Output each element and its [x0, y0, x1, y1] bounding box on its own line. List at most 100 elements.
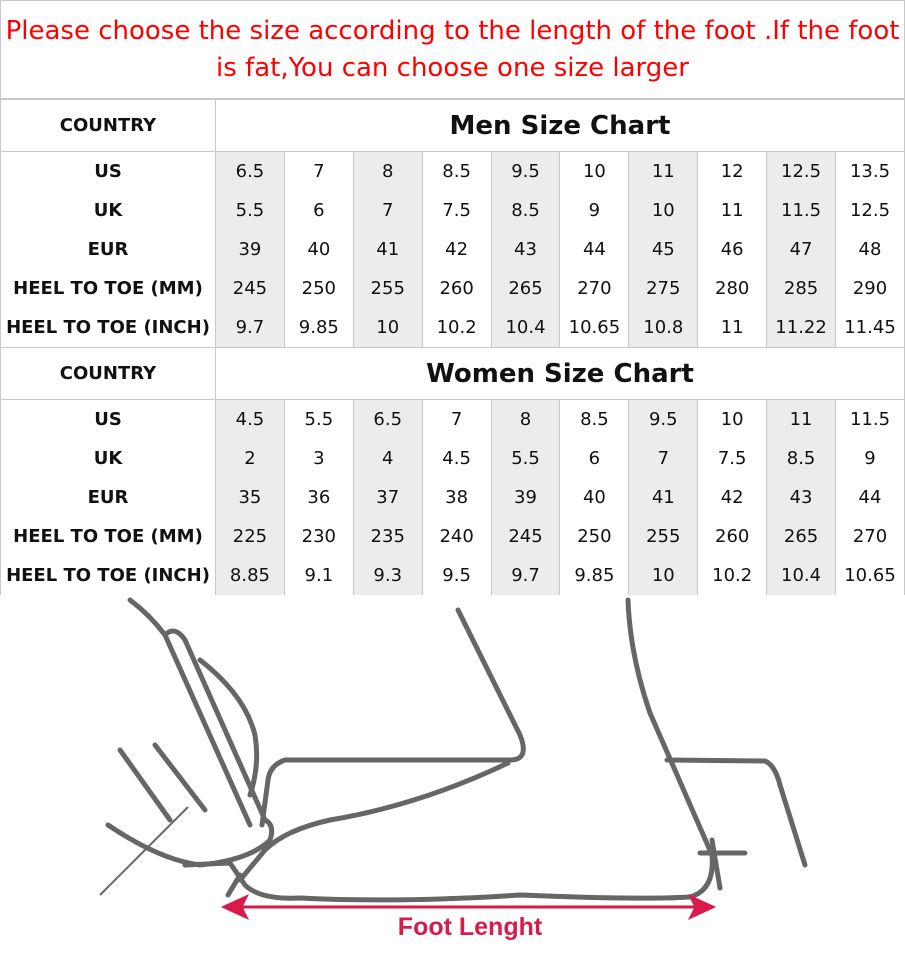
size-notice: Please choose the size according to the … — [0, 0, 905, 99]
size-cell: 240 — [421, 517, 492, 556]
row-label: US — [0, 399, 216, 439]
size-cell: 265 — [490, 269, 561, 308]
size-cell: 40 — [283, 230, 354, 269]
size-cell: 8.5 — [490, 191, 561, 230]
size-cell: 38 — [421, 478, 492, 517]
size-cell: 260 — [697, 517, 768, 556]
size-cell: 9 — [559, 191, 630, 230]
country-header: COUNTRY — [0, 347, 216, 400]
size-cell: 9.7 — [215, 308, 285, 347]
size-cell: 36 — [283, 478, 354, 517]
size-cell: 9.1 — [283, 556, 354, 595]
size-cell: 2 — [215, 439, 285, 478]
size-cell: 10.8 — [628, 308, 699, 347]
size-cell: 41 — [352, 230, 423, 269]
size-cell: 255 — [352, 269, 423, 308]
size-cell: 44 — [835, 478, 905, 517]
size-cell: 10 — [559, 151, 630, 191]
size-cell: 270 — [835, 517, 905, 556]
men-chart-title: Men Size Chart — [215, 99, 905, 152]
size-cell: 255 — [628, 517, 699, 556]
men-size-table: COUNTRY Men Size Chart US 6.5 7 8 8.5 9.5 10 11 12… — [0, 99, 905, 347]
size-cell: 40 — [559, 478, 630, 517]
size-cell: 11.5 — [835, 399, 905, 439]
size-cell: 7 — [628, 439, 699, 478]
size-cell: 8 — [490, 399, 561, 439]
size-cell: 245 — [215, 269, 285, 308]
foot-length-caption: Foot Lenght — [398, 913, 543, 941]
size-cell: 6 — [283, 191, 354, 230]
size-cell: 9.85 — [559, 556, 630, 595]
size-cell: 8.85 — [215, 556, 285, 595]
size-cell: 12 — [697, 151, 768, 191]
size-cell: 11 — [697, 308, 768, 347]
size-cell: 235 — [352, 517, 423, 556]
size-cell: 39 — [215, 230, 285, 269]
size-cell: 45 — [628, 230, 699, 269]
size-cell: 225 — [215, 517, 285, 556]
size-cell: 12.5 — [835, 191, 905, 230]
size-cell: 10 — [352, 308, 423, 347]
size-cell: 44 — [559, 230, 630, 269]
size-cell: 10.4 — [766, 556, 837, 595]
size-cell: 5.5 — [283, 399, 354, 439]
size-cell: 46 — [697, 230, 768, 269]
size-cell: 7 — [352, 191, 423, 230]
size-cell: 42 — [421, 230, 492, 269]
size-cell: 4.5 — [421, 439, 492, 478]
size-cell: 8 — [352, 151, 423, 191]
size-cell: 9.85 — [283, 308, 354, 347]
size-cell: 270 — [559, 269, 630, 308]
size-cell: 9.5 — [490, 151, 561, 191]
size-cell: 41 — [628, 478, 699, 517]
size-cell: 13.5 — [835, 151, 905, 191]
size-cell: 48 — [835, 230, 905, 269]
row-label: HEEL TO TOE (INCH) — [0, 308, 216, 347]
size-cell: 11 — [628, 151, 699, 191]
size-cell: 7.5 — [421, 191, 492, 230]
size-cell: 9.7 — [490, 556, 561, 595]
size-cell: 9 — [835, 439, 905, 478]
size-cell: 47 — [766, 230, 837, 269]
size-cell: 7 — [283, 151, 354, 191]
size-cell: 9.5 — [628, 399, 699, 439]
size-cell: 250 — [283, 269, 354, 308]
foot-measure-illustration: Foot Lenght — [0, 595, 905, 953]
size-cell: 230 — [283, 517, 354, 556]
size-cell: 265 — [766, 517, 837, 556]
table-row: EUR 39 40 41 42 43 44 45 46 47 48 — [0, 230, 905, 269]
table-row: EUR 35 36 37 38 39 40 41 42 43 44 — [0, 478, 905, 517]
size-cell: 6.5 — [215, 151, 285, 191]
size-cell: 11 — [766, 399, 837, 439]
table-row: US 6.5 7 8 8.5 9.5 10 11 12 12.5 13.5 — [0, 151, 905, 191]
foot-drawing: Foot Lenght — [99, 597, 808, 941]
size-cell: 7 — [421, 399, 492, 439]
size-cell: 9.5 — [421, 556, 492, 595]
size-cell: 5.5 — [490, 439, 561, 478]
table-row: UK 2 3 4 4.5 5.5 6 7 7.5 8.5 9 — [0, 439, 905, 478]
size-cell: 6 — [559, 439, 630, 478]
size-cell: 37 — [352, 478, 423, 517]
size-cell: 280 — [697, 269, 768, 308]
table-row: HEEL TO TOE (INCH) 8.85 9.1 9.3 9.5 9.7 9.85 10… — [0, 556, 905, 595]
size-cell: 10 — [628, 191, 699, 230]
size-cell: 35 — [215, 478, 285, 517]
table-row: HEEL TO TOE (MM) 225 230 235 240 245 250 255 260… — [0, 517, 905, 556]
size-cell: 245 — [490, 517, 561, 556]
row-label: UK — [0, 191, 216, 230]
table-row: HEEL TO TOE (INCH) 9.7 9.85 10 10.2 10.4 10.65… — [0, 308, 905, 347]
size-cell: 4.5 — [215, 399, 285, 439]
size-cell: 10.65 — [559, 308, 630, 347]
size-cell: 10.2 — [421, 308, 492, 347]
size-cell: 285 — [766, 269, 837, 308]
row-label: UK — [0, 439, 216, 478]
size-cell: 4 — [352, 439, 423, 478]
women-size-table: COUNTRY Women Size Chart US 4.5 5.5 6.5 7 8 8.5 9… — [0, 347, 905, 595]
size-cell: 250 — [559, 517, 630, 556]
size-cell: 11.5 — [766, 191, 837, 230]
size-cell: 10.4 — [490, 308, 561, 347]
size-cell: 10 — [628, 556, 699, 595]
size-cell: 43 — [490, 230, 561, 269]
size-cell: 11.45 — [835, 308, 905, 347]
size-cell: 7.5 — [697, 439, 768, 478]
